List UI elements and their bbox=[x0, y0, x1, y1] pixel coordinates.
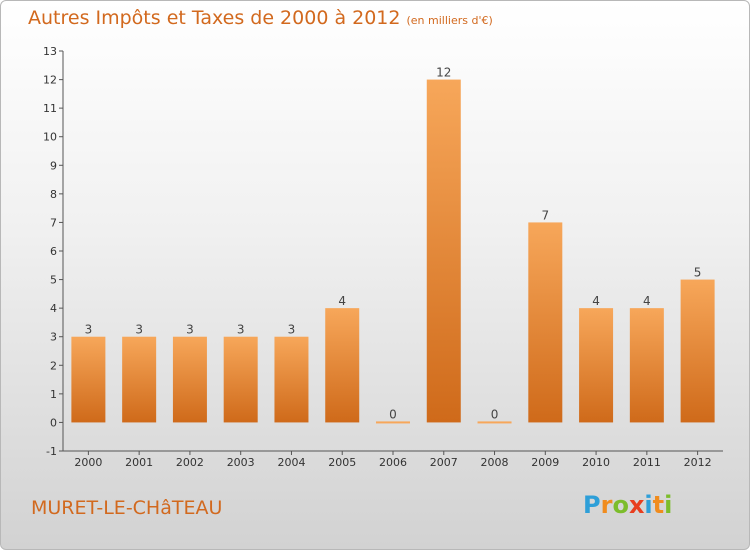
y-tick-label: 5 bbox=[50, 274, 57, 287]
x-tick-label: 2012 bbox=[684, 456, 712, 469]
y-tick-label: 9 bbox=[50, 159, 57, 172]
y-tick-label: 11 bbox=[43, 102, 57, 115]
title-main: Autres Impôts et Taxes de 2000 à 2012 bbox=[28, 7, 401, 29]
y-tick-label: -1 bbox=[46, 445, 57, 458]
logo-letter: r bbox=[600, 491, 613, 519]
logo-letter: t bbox=[652, 491, 665, 519]
y-tick-label: 2 bbox=[50, 359, 57, 372]
bar-value-label: 12 bbox=[436, 66, 451, 80]
y-tick-label: 13 bbox=[43, 45, 57, 58]
bar bbox=[477, 421, 512, 424]
bar-value-label: 4 bbox=[338, 294, 346, 308]
logo-letter: P bbox=[583, 491, 601, 519]
bar-value-label: 5 bbox=[694, 266, 702, 280]
bar bbox=[71, 336, 106, 423]
x-tick-label: 2001 bbox=[125, 456, 153, 469]
y-tick-label: 1 bbox=[50, 388, 57, 401]
x-tick-label: 2004 bbox=[277, 456, 305, 469]
x-tick-label: 2009 bbox=[531, 456, 559, 469]
logo-letter: x bbox=[628, 491, 645, 519]
x-tick-label: 2011 bbox=[633, 456, 661, 469]
chart-title: Autres Impôts et Taxes de 2000 à 2012 (en… bbox=[28, 7, 493, 29]
bar-value-label: 7 bbox=[541, 208, 549, 222]
commune-name: MURET-LE-CHâTEAU bbox=[31, 497, 223, 519]
x-tick-label: 2002 bbox=[176, 456, 204, 469]
y-tick-label: 3 bbox=[50, 331, 57, 344]
bar bbox=[680, 279, 715, 423]
x-tick-label: 2010 bbox=[582, 456, 610, 469]
bar-value-label: 3 bbox=[135, 323, 143, 337]
bar bbox=[223, 336, 258, 423]
y-tick-label: 0 bbox=[50, 416, 57, 429]
title-unit: (en milliers d'€) bbox=[406, 14, 493, 27]
y-tick-label: 4 bbox=[50, 302, 57, 315]
y-tick-label: 6 bbox=[50, 245, 57, 258]
x-tick-label: 2006 bbox=[379, 456, 407, 469]
proxiti-logo: Proxiti bbox=[583, 491, 672, 519]
logo-letter: i bbox=[644, 491, 653, 519]
bar-value-label: 3 bbox=[186, 323, 194, 337]
bar bbox=[629, 308, 664, 423]
x-tick-label: 2000 bbox=[74, 456, 102, 469]
bar bbox=[426, 79, 461, 423]
bar bbox=[274, 336, 309, 423]
y-tick-label: 7 bbox=[50, 216, 57, 229]
bar bbox=[376, 421, 410, 424]
bar bbox=[122, 336, 157, 423]
logo-letter: i bbox=[664, 491, 673, 519]
bar-value-label: 3 bbox=[85, 323, 93, 337]
y-tick-label: 8 bbox=[50, 188, 57, 201]
bar-value-label: 0 bbox=[491, 407, 499, 421]
logo-letter: o bbox=[612, 491, 629, 519]
bar-value-label: 3 bbox=[237, 323, 245, 337]
bar-value-label: 4 bbox=[592, 294, 600, 308]
bar-value-label: 0 bbox=[389, 407, 397, 421]
bar bbox=[528, 222, 563, 423]
x-tick-label: 2007 bbox=[430, 456, 458, 469]
bar bbox=[325, 308, 360, 423]
bar bbox=[579, 308, 614, 423]
bar-value-label: 3 bbox=[288, 323, 296, 337]
x-tick-label: 2003 bbox=[227, 456, 255, 469]
x-tick-label: 2008 bbox=[481, 456, 509, 469]
y-tick-label: 12 bbox=[43, 74, 57, 87]
y-tick-label: 10 bbox=[43, 131, 57, 144]
bar-value-label: 4 bbox=[643, 294, 651, 308]
x-tick-label: 2005 bbox=[328, 456, 356, 469]
bar bbox=[172, 336, 207, 423]
bar-layer: 3 3 3 3 3 4 0 12 0 7 4 4 5 bbox=[71, 66, 715, 424]
